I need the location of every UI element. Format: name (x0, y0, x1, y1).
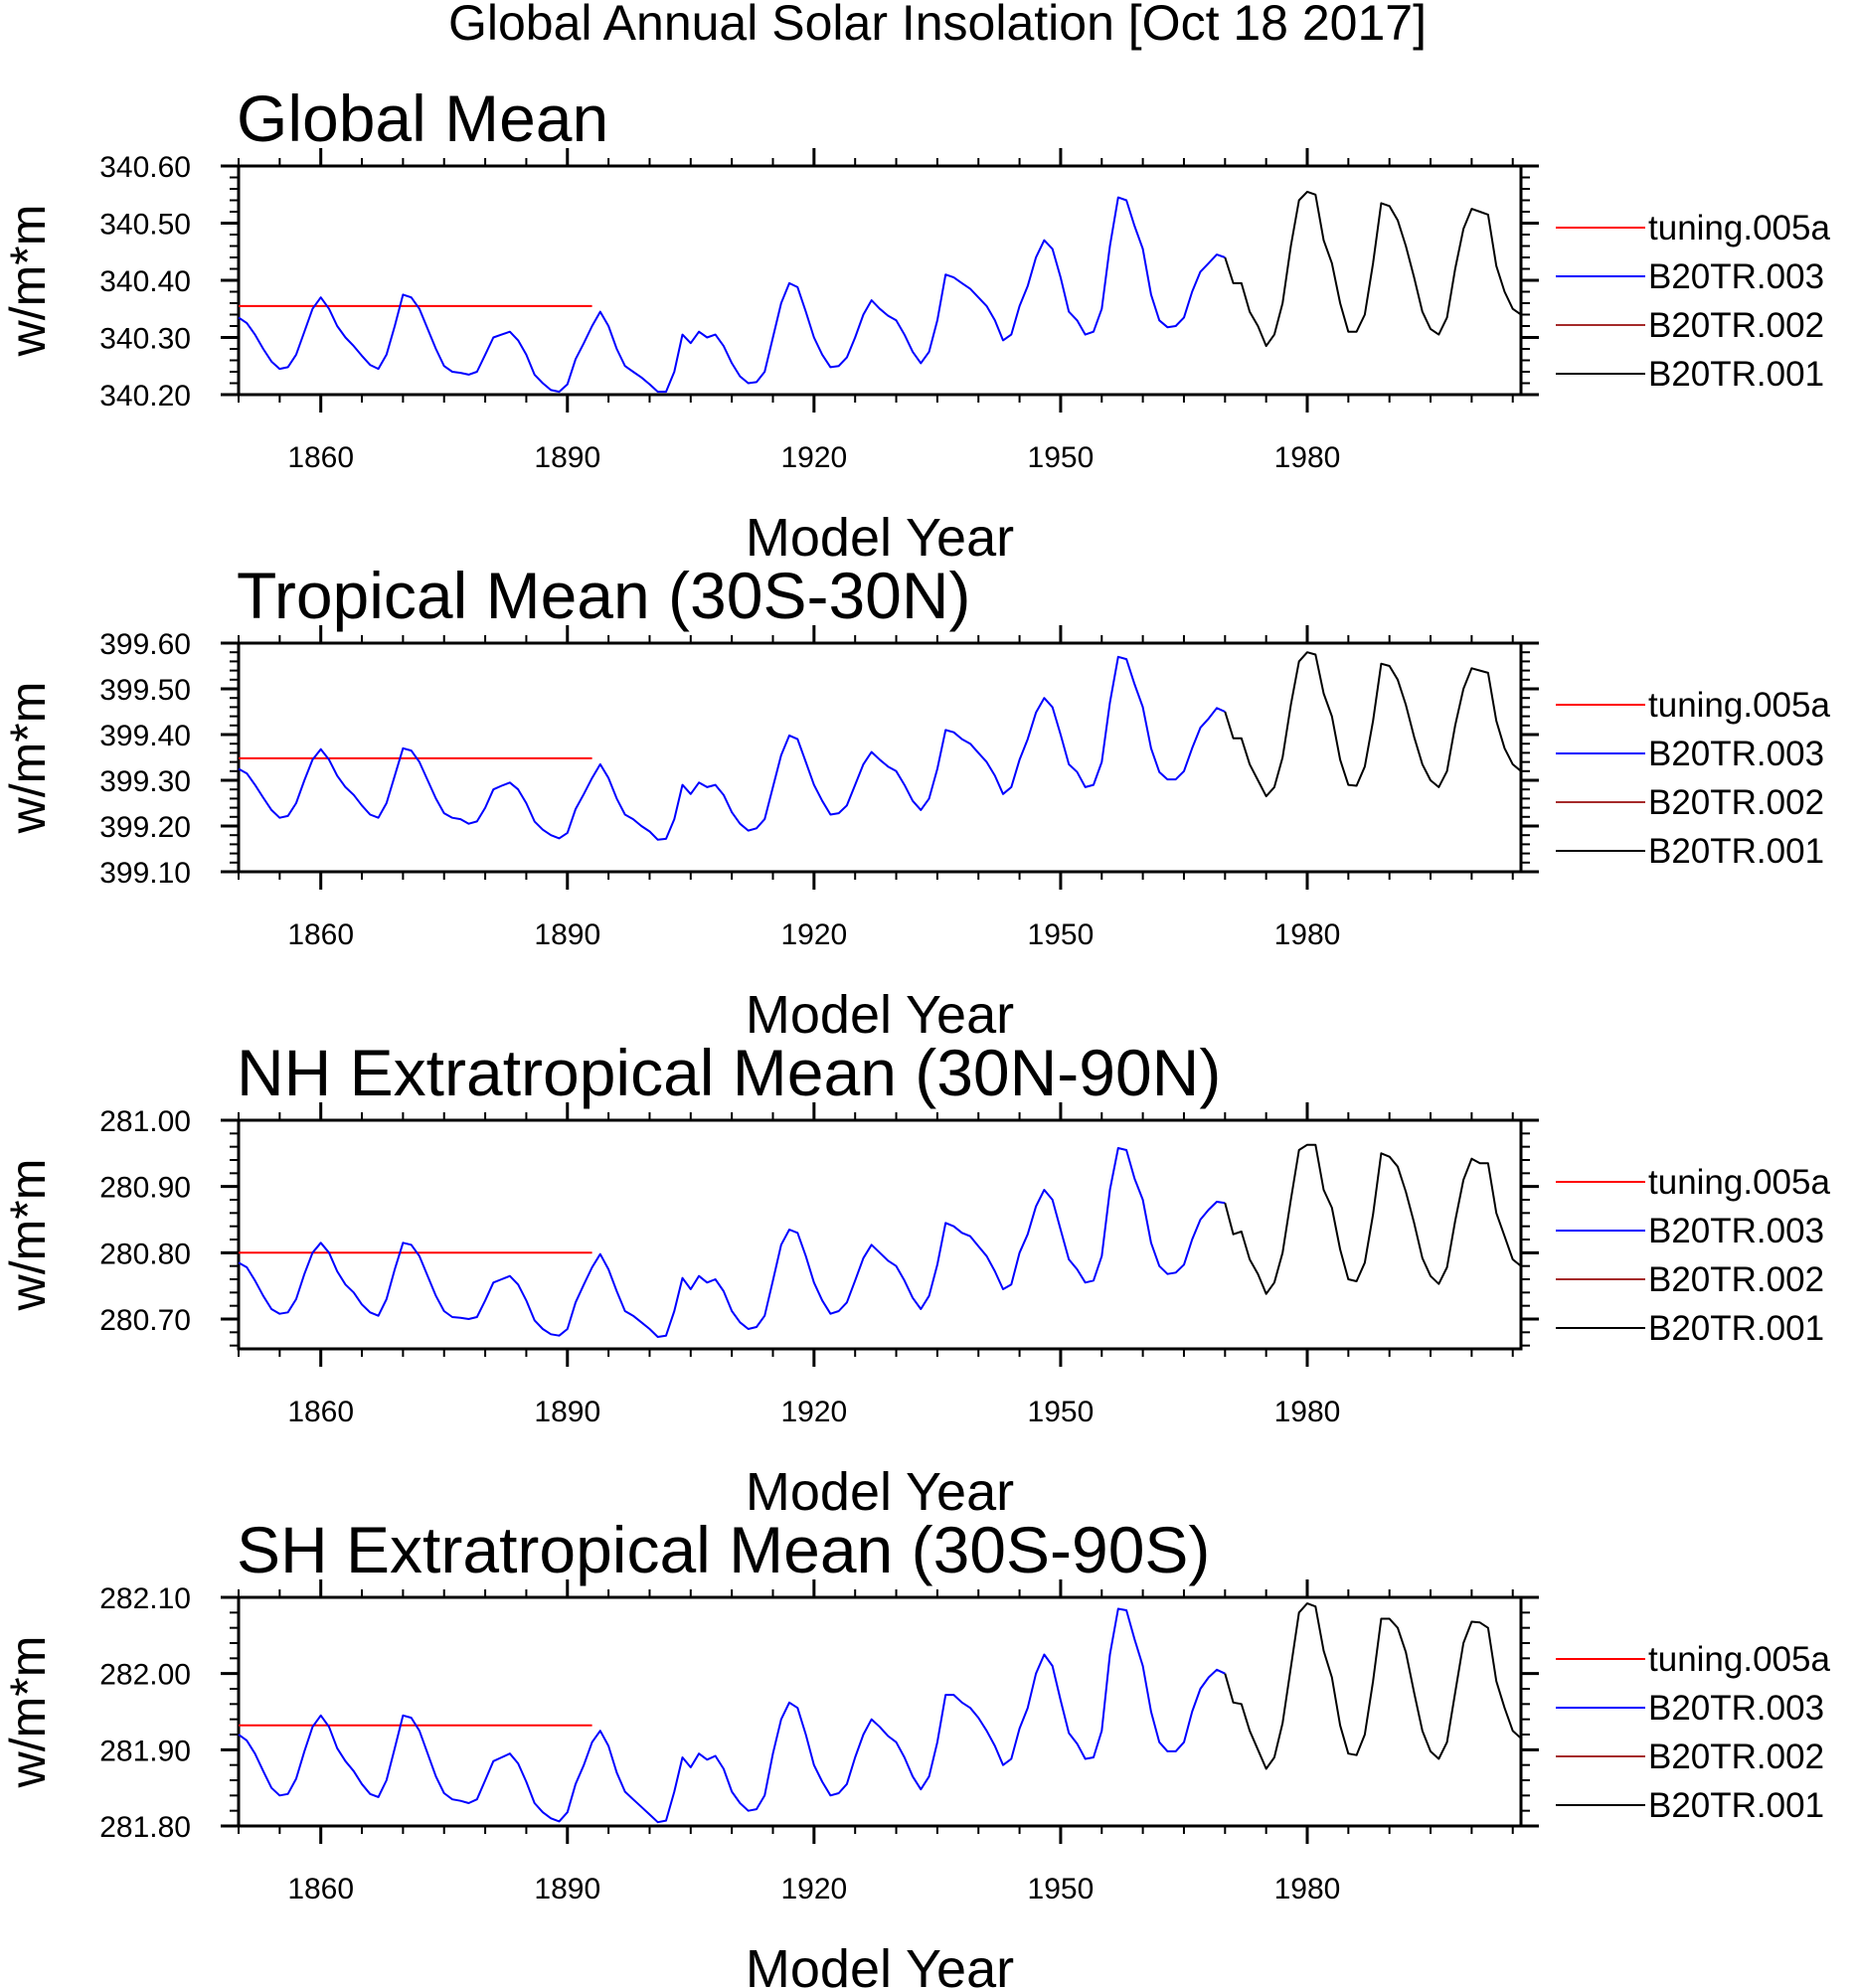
y-tick-label: 399.10 (99, 857, 191, 890)
x-tick-label: 1950 (1028, 1873, 1095, 1905)
legend-label: tuning.005a (1648, 209, 1830, 248)
x-tick-label: 1950 (1028, 1396, 1095, 1428)
x-axis-label: Model Year (746, 985, 1014, 1045)
y-tick-label: 280.90 (99, 1172, 191, 1205)
series-line-B20TR.001 (1224, 190, 1522, 348)
x-tick-label: 1860 (287, 441, 354, 474)
panel-title: Global Mean (237, 82, 608, 155)
legend-label: B20TR.002 (1648, 306, 1824, 345)
y-tick-label: 280.70 (99, 1304, 191, 1337)
x-tick-label: 1920 (780, 1396, 847, 1428)
legend-label: B20TR.001 (1648, 832, 1824, 871)
series-line-B20TR.003 (238, 655, 1226, 841)
panel-title: NH Extratropical Mean (30N-90N) (237, 1036, 1221, 1109)
x-tick-label: 1950 (1028, 441, 1095, 474)
y-axis-label: w/m*m (0, 205, 56, 358)
x-tick-label: 1920 (780, 1873, 847, 1905)
x-tick-label: 1980 (1274, 441, 1341, 474)
series-line-B20TR.001 (1224, 1143, 1522, 1295)
x-tick-label: 1860 (287, 1873, 354, 1905)
y-tick-label: 340.30 (99, 323, 191, 356)
y-tick-label: 399.60 (99, 628, 191, 661)
x-tick-label: 1950 (1028, 918, 1095, 951)
y-tick-label: 399.20 (99, 811, 191, 844)
legend-label: B20TR.001 (1648, 355, 1824, 394)
y-tick-label: 281.00 (99, 1105, 191, 1138)
y-axis-label: w/m*m (0, 682, 56, 835)
panel-title: SH Extratropical Mean (30S-90S) (237, 1513, 1210, 1586)
chart-panel-3: NH Extratropical Mean (30N-90N) 1860 1890 1… (0, 1036, 1830, 1522)
x-tick-label: 1890 (534, 1873, 600, 1905)
legend-label: B20TR.002 (1648, 1260, 1824, 1299)
x-tick-label: 1980 (1274, 1396, 1341, 1428)
y-tick-label: 399.40 (99, 720, 191, 752)
x-tick-label: 1920 (780, 441, 847, 474)
y-tick-label: 399.30 (99, 765, 191, 798)
legend-label: B20TR.001 (1648, 1309, 1824, 1348)
y-tick-label: 281.80 (99, 1811, 191, 1844)
x-tick-label: 1860 (287, 918, 354, 951)
x-tick-label: 1890 (534, 441, 600, 474)
x-tick-label: 1980 (1274, 918, 1341, 951)
x-tick-label: 1980 (1274, 1873, 1341, 1905)
chart-panel-4: SH Extratropical Mean (30S-90S) 1860 1890 1… (0, 1513, 1830, 1988)
x-axis-label: Model Year (746, 1462, 1014, 1522)
legend-label: tuning.005a (1648, 1640, 1830, 1679)
y-tick-label: 282.10 (99, 1582, 191, 1615)
plot-frame (237, 1595, 1523, 1828)
legend-label: B20TR.003 (1648, 735, 1824, 773)
y-axis-label: w/m*m (0, 1636, 56, 1789)
y-tick-label: 340.20 (99, 380, 191, 413)
chart-panel-2: Tropical Mean (30S-30N) 1860 1890 1920 1950 1… (0, 559, 1830, 1045)
plot-frame (237, 1118, 1523, 1351)
x-axis-label: Model Year (746, 508, 1014, 568)
series-line-B20TR.003 (238, 1607, 1226, 1824)
figure-title: Global Annual Solar Insolation [Oct 18 2… (448, 0, 1427, 51)
legend-label: B20TR.001 (1648, 1786, 1824, 1825)
legend-label: B20TR.003 (1648, 257, 1824, 296)
legend-label: tuning.005a (1648, 1163, 1830, 1202)
x-tick-label: 1920 (780, 918, 847, 951)
y-tick-label: 340.40 (99, 265, 191, 298)
series-line-B20TR.003 (238, 196, 1226, 394)
legend-label: B20TR.002 (1648, 783, 1824, 822)
series-line-B20TR.001 (1224, 651, 1522, 798)
legend-label: B20TR.003 (1648, 1212, 1824, 1250)
x-axis-label: Model Year (746, 1939, 1014, 1988)
chart-panel-1: Global Mean 1860 1890 1920 1950 1980 340.20 340… (0, 82, 1830, 568)
y-tick-label: 282.00 (99, 1659, 191, 1692)
y-axis-label: w/m*m (0, 1159, 56, 1312)
panel-title: Tropical Mean (30S-30N) (237, 559, 971, 632)
legend-label: tuning.005a (1648, 686, 1830, 725)
y-tick-label: 281.90 (99, 1735, 191, 1767)
y-tick-label: 340.50 (99, 209, 191, 242)
x-tick-label: 1860 (287, 1396, 354, 1428)
series-line-B20TR.003 (238, 1147, 1226, 1338)
legend-label: B20TR.002 (1648, 1738, 1824, 1776)
legend-label: B20TR.003 (1648, 1689, 1824, 1728)
x-tick-label: 1890 (534, 1396, 600, 1428)
y-tick-label: 280.80 (99, 1238, 191, 1270)
series-line-B20TR.001 (1224, 1602, 1522, 1770)
plot-frame (237, 164, 1523, 397)
y-tick-label: 340.60 (99, 151, 191, 184)
y-tick-label: 399.50 (99, 674, 191, 707)
x-tick-label: 1890 (534, 918, 600, 951)
